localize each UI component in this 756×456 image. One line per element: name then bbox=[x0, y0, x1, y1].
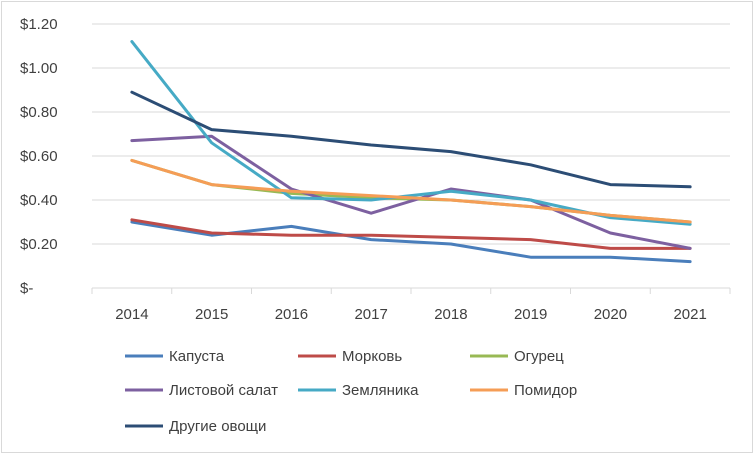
series-line-5 bbox=[130, 158, 692, 224]
series-lines bbox=[130, 40, 692, 264]
legend-label: Земляника bbox=[342, 382, 419, 399]
x-tick-label: 2017 bbox=[354, 306, 387, 323]
legend: Капуста Морковь Огурец Листовой салат Землян… bbox=[125, 348, 577, 435]
x-tick-label: 2019 bbox=[514, 306, 547, 323]
series-line-2 bbox=[130, 158, 692, 224]
x-tick-label: 2021 bbox=[673, 306, 706, 323]
x-tick-label: 2016 bbox=[275, 306, 308, 323]
y-tick-label: $0.60 bbox=[20, 148, 58, 165]
legend-label: Листовой салат bbox=[169, 382, 278, 399]
series-line-6 bbox=[130, 90, 692, 189]
x-axis-labels: 2014 2015 2016 2017 2018 2019 2020 2021 bbox=[115, 306, 707, 323]
series-line-3 bbox=[130, 134, 692, 250]
legend-label: Огурец bbox=[514, 348, 564, 365]
y-tick-label: $0.20 bbox=[20, 236, 58, 253]
x-tick-label: 2014 bbox=[115, 306, 148, 323]
y-tick-label: $1.20 bbox=[20, 16, 58, 33]
series-line-0 bbox=[130, 220, 692, 264]
x-tick-label: 2018 bbox=[434, 306, 467, 323]
series-line-1 bbox=[130, 218, 692, 250]
y-tick-label: $0.80 bbox=[20, 104, 58, 121]
legend-label: Капуста bbox=[169, 348, 225, 365]
x-tick-label: 2020 bbox=[594, 306, 627, 323]
y-tick-label: $1.00 bbox=[20, 60, 58, 77]
legend-label: Морковь bbox=[342, 348, 402, 365]
y-tick-label: $- bbox=[20, 280, 33, 297]
legend-label: Другие овощи bbox=[169, 418, 266, 435]
legend-label: Помидор bbox=[514, 382, 577, 399]
y-tick-label: $0.40 bbox=[20, 192, 58, 209]
y-axis-labels: $- $0.20 $0.40 $0.60 $0.80 $1.00 $1.20 bbox=[20, 16, 58, 297]
gridlines bbox=[91, 23, 731, 294]
x-tick-label: 2015 bbox=[195, 306, 228, 323]
